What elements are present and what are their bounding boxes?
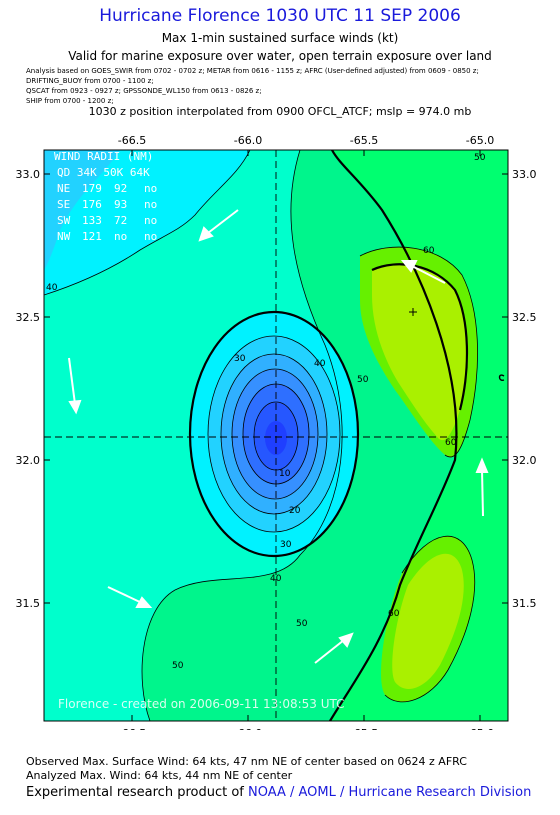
radii-34: 179 [82,182,102,195]
wind-radii-row: SE 176 93 no [57,198,157,211]
map-frame [43,149,509,722]
lon-tick-label: -66.5 [118,134,146,147]
contour-label: 60 [388,609,400,619]
contour-label: 10 [279,469,291,479]
lon-tick-label: -66.5 [118,727,146,730]
radii-quadrant: NE [57,182,70,195]
contour-label: 40 [46,283,58,293]
research-org-link[interactable]: NOAA / AOML / Hurricane Research Divisio… [248,785,532,800]
contour-label: 40 [270,574,282,584]
wind-arrow [107,586,153,608]
source-line: Analysis based on GOES_SWIR from 0702 - … [26,67,479,75]
lat-tick-label: 32.0 [16,454,41,467]
source-line: DRIFTING_BUOY from 0700 - 1100 z; [26,77,154,85]
wind-fill-65-ne [372,264,467,441]
wind-arrow-layer [68,209,489,664]
lon-tick-label: -65.5 [350,134,378,147]
radii-quadrant: SE [57,198,70,211]
wind-arrow [314,632,354,664]
analyzed-max-wind: Analyzed Max. Wind: 64 kts, 44 nm NE of … [26,769,293,782]
radii-34: 133 [82,214,102,227]
lat-tick-label: 32.5 [16,311,41,324]
observed-max-wind: Observed Max. Surface Wind: 64 kts, 47 n… [26,755,467,768]
max-wind-marker [409,308,417,316]
watermark: Florence - created on 2006-09-11 13:08:5… [58,697,345,711]
radii-50: 93 [114,198,127,211]
lon-tick-label: -66.0 [234,134,262,147]
wind-arrow [68,357,82,415]
radii-50: 92 [114,182,127,195]
contour-label: 50 [357,375,369,385]
radii-50: no [114,230,127,243]
lat-tick-label: 33.0 [16,168,41,181]
map-title: Hurricane Florence 1030 UTC 11 SEP 2006 [99,6,461,26]
lat-tick-label: 33.0 [512,168,537,181]
radii-34: 121 [82,230,102,243]
map-subtitle: Max 1-min sustained surface winds (kt) [161,31,399,45]
wind-arrow [400,260,446,284]
research-prefix: Experimental research product of [26,785,244,800]
radii-64: no [144,230,157,243]
lon-tick-label: -65.0 [466,134,494,147]
wind-fill-35 [44,150,120,270]
tick-marks [44,150,508,721]
radii-64: no [144,182,157,195]
contour-label: 50 [172,661,184,671]
source-line: QSCAT from 0923 - 0927 z; GPSSONDE_WL150… [26,87,262,95]
interpolation-note: 1030 z position interpolated from 0900 O… [88,105,472,118]
radii-64: no [144,198,157,211]
contour-label: 30 [280,540,292,550]
lat-tick-label: 32.0 [512,454,537,467]
wind-arrow [198,209,239,242]
contour-label: 50 [474,153,486,163]
contour-label: 50 [296,619,308,629]
wind-fill-65-se [392,553,464,689]
wind-radii-header: QD 34K 50K 64K [57,166,150,179]
valid-note: Valid for marine exposure over water, op… [68,49,492,63]
radii-50: 72 [114,214,127,227]
contour-label: 60 [445,438,457,448]
wind-radii-row: SW 133 72 no [57,214,157,227]
research-credit: Experimental research product of NOAA / … [26,785,531,800]
lat-tick-label: 32.5 [512,311,537,324]
radii-quadrant: SW [57,214,71,227]
lon-tick-label: -66.0 [234,727,262,730]
radii-34: 176 [82,198,102,211]
wind-radii-title: WIND RADII (NM) [54,150,153,163]
lon-tick-label: -65.5 [350,727,378,730]
contour-label: 20 [289,506,301,516]
contour-label: 40 [314,359,326,369]
center-crosshair [44,150,508,721]
contour-label-layer: 30 40 50 10 20 30 40 50 60 60 60 50 40 5… [46,153,486,671]
wind-fill-40 [44,150,250,295]
radii-quadrant: NW [57,230,71,243]
lat-tick-label: 31.5 [16,597,41,610]
wind-radii-row: NW 121 no no [57,230,157,243]
lat-tick-label: 31.5 [512,597,537,610]
wind-radii-table: WIND RADII (NM) QD 34K 50K 64K NE 179 92… [54,150,157,243]
wind-field-map: 30 40 50 10 20 30 40 50 60 60 60 50 40 5… [16,134,537,730]
axis-labels: -66.5 -66.0 -65.5 -65.0 -66.5 -66.0 -65.… [16,134,537,730]
edge-wind-barb [498,374,505,381]
wind-radii-row: NE 179 92 no [57,182,157,195]
lon-tick-label: -65.0 [466,727,494,730]
wind-arrow [475,457,489,517]
source-line: SHIP from 0700 - 1200 z; [26,97,114,105]
radii-64: no [144,214,157,227]
contour-label: 30 [234,354,246,364]
contour-label: 60 [423,246,435,256]
